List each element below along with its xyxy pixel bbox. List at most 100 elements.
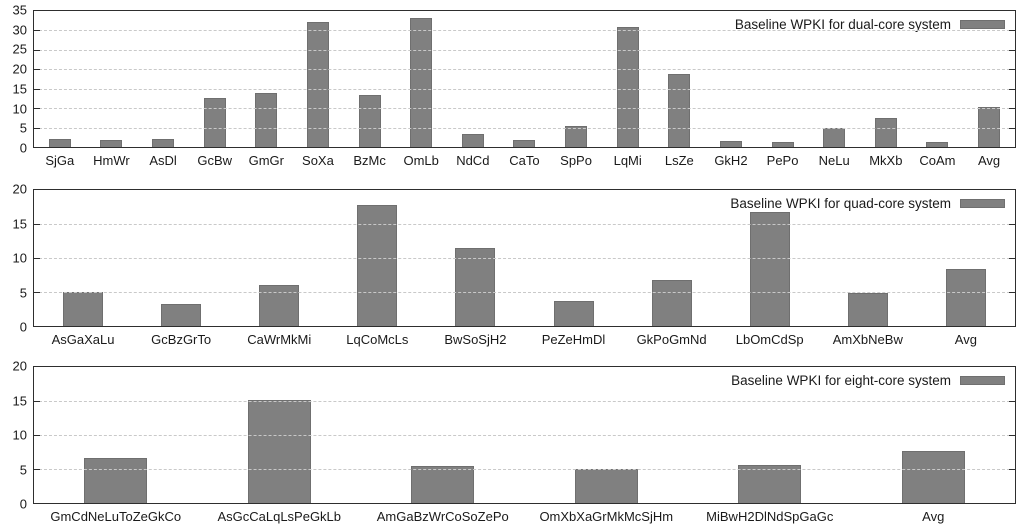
bar-slot <box>757 11 809 147</box>
plot-area: Baseline WPKI for quad-core system <box>33 189 1016 327</box>
bar-BzMc <box>358 94 381 147</box>
bar-SjGa <box>48 138 71 147</box>
tick-mark <box>1009 258 1015 259</box>
bar-slot <box>344 11 396 147</box>
y-tick-label: 25 <box>12 41 27 57</box>
bar-BwSoSjH2 <box>455 247 496 326</box>
bar-slot <box>705 11 757 147</box>
bar-HmWr <box>100 140 123 147</box>
tick-mark <box>34 88 40 90</box>
gridline <box>34 88 1015 90</box>
tick-mark <box>34 401 40 402</box>
bar-slot <box>525 367 689 503</box>
bar-Avg <box>978 106 1001 147</box>
x-tick-label: LqMi <box>613 152 642 168</box>
x-tick-label: GcBw <box>197 152 233 168</box>
tick-mark <box>1009 292 1015 293</box>
y-tick-label: 0 <box>19 496 27 512</box>
tick-mark <box>34 258 40 259</box>
bar-NeLu <box>823 127 846 147</box>
y-axis: 0 5 10 15 20 <box>0 360 33 511</box>
bar-Avg <box>945 268 986 326</box>
bar-AmGaBzWrCoSoZePo <box>411 465 475 503</box>
tick-mark <box>1009 435 1015 436</box>
bar-AsDl <box>152 139 175 147</box>
gridline <box>34 469 1015 470</box>
bar-slot <box>241 11 293 147</box>
bar-slot <box>917 190 1015 326</box>
bar-AsGaXaLu <box>63 292 104 326</box>
legend: Baseline WPKI for dual-core system <box>735 17 1005 32</box>
bar-GmCdNeLuToZeGkCo <box>84 458 148 503</box>
gridline <box>34 30 1015 32</box>
x-tick-label: AsGcCaLqLsPeGkLb <box>217 508 342 524</box>
tick-mark <box>1009 108 1015 110</box>
x-tick-label: CaTo <box>509 152 540 168</box>
bar-slot <box>86 11 138 147</box>
bar-slot <box>654 11 706 147</box>
x-tick-label: Avg <box>977 152 1001 168</box>
y-tick-label: 0 <box>19 319 27 335</box>
y-tick-label: 20 <box>12 181 27 197</box>
tick-mark <box>1009 88 1015 90</box>
bar-PeZeHmDl <box>553 300 594 326</box>
bar-SpPo <box>565 126 588 147</box>
tick-mark <box>1009 127 1015 129</box>
x-tick-label: OmXbXaGrMkMcSjHm <box>539 508 674 524</box>
bar-Avg <box>901 451 965 503</box>
bars-container <box>34 367 1015 503</box>
bar-LqCoMcLs <box>357 204 398 326</box>
tick-mark <box>34 435 40 436</box>
x-tick-label: GkH2 <box>714 152 748 168</box>
bar-slot <box>499 11 551 147</box>
bar-slot <box>361 367 525 503</box>
x-tick-label: MkXb <box>869 152 903 168</box>
plot-area: Baseline WPKI for dual-core system <box>33 10 1016 148</box>
x-tick-label: LsZe <box>664 152 694 168</box>
y-tick-label: 35 <box>12 2 27 18</box>
tick-mark <box>34 69 40 71</box>
bar-GcBw <box>203 98 226 147</box>
bar-slot <box>623 190 721 326</box>
gridline <box>34 401 1015 402</box>
bar-AmXbNeBw <box>847 293 888 326</box>
x-axis-labels: GmCdNeLuToZeGkCo AsGcCaLqLsPeGkLb AmGaBzWr… <box>34 504 1015 528</box>
x-tick-label: MiBwH2DlNdSpGaGc <box>706 508 834 524</box>
x-tick-label: SoXa <box>302 152 334 168</box>
bar-LbOmCdSp <box>749 211 790 326</box>
x-tick-label: OmLb <box>403 152 439 168</box>
x-tick-label: GkPoGmNd <box>636 331 707 347</box>
legend-label: Baseline WPKI for eight-core system <box>731 373 951 388</box>
bar-slot <box>132 190 230 326</box>
chart-quad-core: 0 5 10 15 20 Baseline WPKI for quad-core sys… <box>0 172 1024 351</box>
bar-NdCd <box>461 133 484 147</box>
bar-LqMi <box>616 27 639 147</box>
bar-slot <box>292 11 344 147</box>
y-tick-label: 15 <box>12 81 27 97</box>
x-tick-label: CoAm <box>919 152 956 168</box>
x-tick-label: BzMc <box>353 152 386 168</box>
gridline <box>34 49 1015 51</box>
gridline <box>34 108 1015 110</box>
bar-slot <box>34 367 198 503</box>
x-tick-label: AmGaBzWrCoSoZePo <box>376 508 509 524</box>
bar-GcBzGrTo <box>161 304 202 326</box>
y-tick-label: 30 <box>12 22 27 38</box>
bar-slot <box>34 11 86 147</box>
x-tick-label: AsDl <box>149 152 177 168</box>
plot-area: Baseline WPKI for eight-core system <box>33 366 1016 504</box>
y-tick-label: 15 <box>12 216 27 231</box>
y-tick-label: 0 <box>19 140 27 156</box>
tick-mark <box>1009 224 1015 225</box>
tick-mark <box>34 292 40 293</box>
bar-slot <box>189 11 241 147</box>
bar-AsGcCaLqLsPeGkLb <box>247 400 311 503</box>
x-tick-label: PePo <box>766 152 799 168</box>
tick-mark <box>1009 30 1015 32</box>
gridline <box>34 435 1015 436</box>
y-tick-label: 10 <box>12 101 27 117</box>
legend-swatch-icon <box>960 199 1005 208</box>
bar-GmGr <box>255 92 278 147</box>
x-tick-label: CaWrMkMi <box>247 331 312 347</box>
